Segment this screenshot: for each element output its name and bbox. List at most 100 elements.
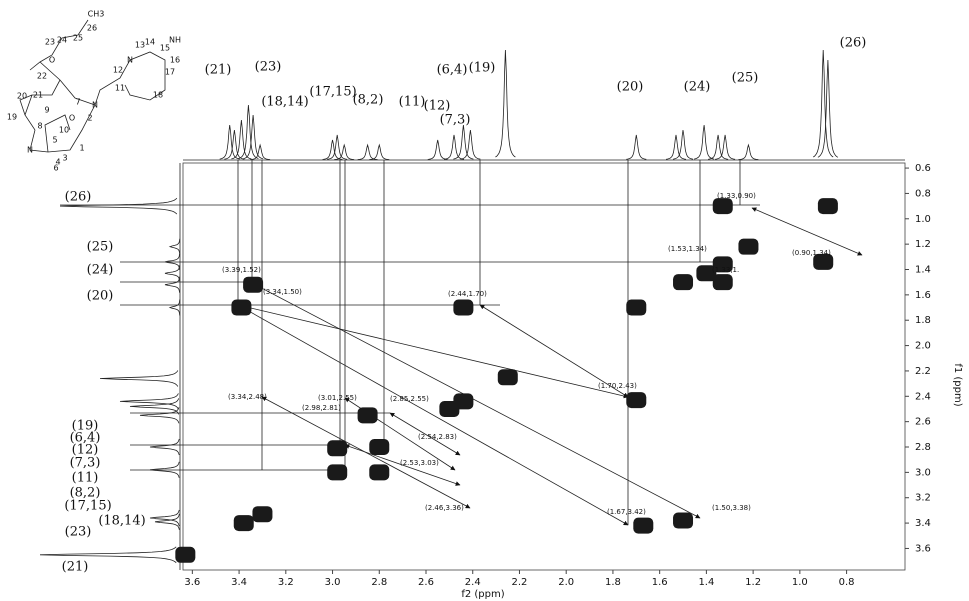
peak-annotation: (1.70,2.43) (598, 382, 637, 390)
top-peak-label: (11) (399, 95, 426, 110)
f2-projection-peak (327, 135, 347, 159)
structure-label: O (69, 114, 75, 123)
cross-peak (673, 274, 693, 290)
f1-projection-peak (165, 277, 180, 293)
y-tick-label: 1.0 (915, 214, 931, 225)
f2-projection-peak (495, 50, 515, 157)
peak-annotation: (2.54,2.83) (418, 433, 457, 441)
f2-projection-peak (694, 125, 714, 159)
structure-label: 8 (37, 122, 42, 131)
structure-label: 10 (59, 126, 69, 135)
f2-projection-peak (715, 135, 735, 159)
cross-peak (234, 515, 254, 531)
structure-label: 12 (113, 66, 123, 75)
structure-label: O (49, 56, 55, 65)
f1-projection-peak (40, 547, 176, 563)
f2-projection-peak (231, 120, 251, 159)
x-tick-label: 2.4 (465, 577, 481, 588)
top-peak-label: (8,2) (353, 93, 384, 108)
f2-projection-peak (626, 135, 646, 159)
f1-projection-peak (120, 393, 178, 409)
f1-projection-peak (150, 510, 179, 526)
cross-peak (818, 198, 838, 214)
f1-projection-peak (170, 239, 180, 255)
f2-projection-peak (708, 135, 728, 159)
top-peak-label: (21) (205, 63, 232, 78)
x-tick-label: 2.6 (418, 577, 434, 588)
top-peak-label: (17,15) (309, 85, 356, 100)
f2-projection-peak (460, 130, 480, 159)
peak-annotation: (1.53,1.34) (668, 245, 707, 253)
cross-peak (358, 407, 378, 423)
y-tick-label: 2.6 (915, 417, 931, 428)
cross-peak (626, 392, 646, 408)
structure-label: NH (169, 36, 181, 45)
y-tick-label: 3.0 (915, 467, 931, 478)
x-tick-label: 1.4 (698, 577, 714, 588)
cross-peak (713, 274, 733, 290)
cross-peak (738, 239, 758, 255)
peak-annotation: (2.85,2.55) (390, 395, 429, 403)
structure-label: 11 (115, 84, 125, 93)
y-tick-label: 3.2 (915, 493, 931, 504)
top-peak-label: (18,14) (261, 95, 308, 110)
structure-label: 20 (17, 92, 27, 101)
cross-peak (498, 369, 518, 385)
top-peak-label: (24) (684, 80, 711, 95)
left-peak-label: (23) (65, 525, 92, 540)
peak-annotation: (0.90,1.34) (792, 249, 831, 257)
correlation-arrow (752, 208, 862, 255)
structure-label: 25 (73, 34, 83, 43)
peak-annotation: (1.50,3.38) (712, 504, 751, 512)
x-tick-label: 0.8 (839, 577, 855, 588)
left-peak-label: (17,15) (64, 499, 111, 514)
x-tick-label: 3.6 (184, 577, 200, 588)
peak-annotation: (2.98,2.81) (302, 404, 341, 412)
y-axis-title: f1 (ppm) (952, 363, 963, 406)
cross-peak (626, 300, 646, 316)
structure-label: CH3 (88, 10, 105, 19)
f1-projection-peak (170, 300, 180, 316)
cross-peak (369, 439, 389, 455)
cross-peak (453, 300, 473, 316)
cross-peak (633, 518, 653, 534)
f2-projection-peak (238, 105, 258, 159)
peak-annotation: (2.44,1.70) (448, 290, 487, 298)
y-tick-label: 2.4 (915, 391, 931, 402)
f2-projection-peak (818, 60, 838, 157)
y-tick-label: 1.2 (915, 239, 931, 250)
y-tick-label: 3.4 (915, 518, 931, 529)
cross-peak (369, 464, 389, 480)
cross-peak (439, 401, 459, 417)
f2-projection-peak (673, 130, 693, 159)
structure-label: 18 (153, 91, 163, 100)
structure-label: 22 (37, 72, 47, 81)
top-peak-label: (26) (840, 36, 867, 51)
structure-label: 1 (79, 144, 84, 153)
left-peak-label: (18,14) (98, 514, 145, 529)
peak-annotation: (1.67,3.42) (607, 508, 646, 516)
structure-label: 6 (53, 164, 58, 173)
cross-peak (252, 506, 272, 522)
f2-projection-peak (358, 145, 378, 160)
y-tick-label: 3.6 (915, 543, 931, 554)
structure-label: 21 (33, 91, 43, 100)
x-tick-label: 3.0 (325, 577, 341, 588)
structure-label: 14 (145, 38, 155, 47)
y-tick-label: 1.4 (915, 265, 931, 276)
top-peak-label: (7,3) (440, 113, 471, 128)
structure-label: 23 (45, 38, 55, 47)
left-peak-label: (11) (72, 471, 99, 486)
left-peak-label: (26) (65, 190, 92, 205)
structure-label: N (92, 101, 98, 110)
peak-annotation: (1.33,1. (712, 266, 739, 274)
peak-annotation: (1.33,0.90) (717, 192, 756, 200)
f2-projection-peak (428, 140, 448, 160)
cross-peak (713, 198, 733, 214)
x-tick-label: 3.2 (278, 577, 294, 588)
peak-annotation: (3.01,2.55) (318, 394, 357, 402)
structure-label: 2 (87, 114, 92, 123)
f1-projection-peak (100, 371, 178, 387)
x-axis-title: f2 (ppm) (461, 589, 504, 600)
